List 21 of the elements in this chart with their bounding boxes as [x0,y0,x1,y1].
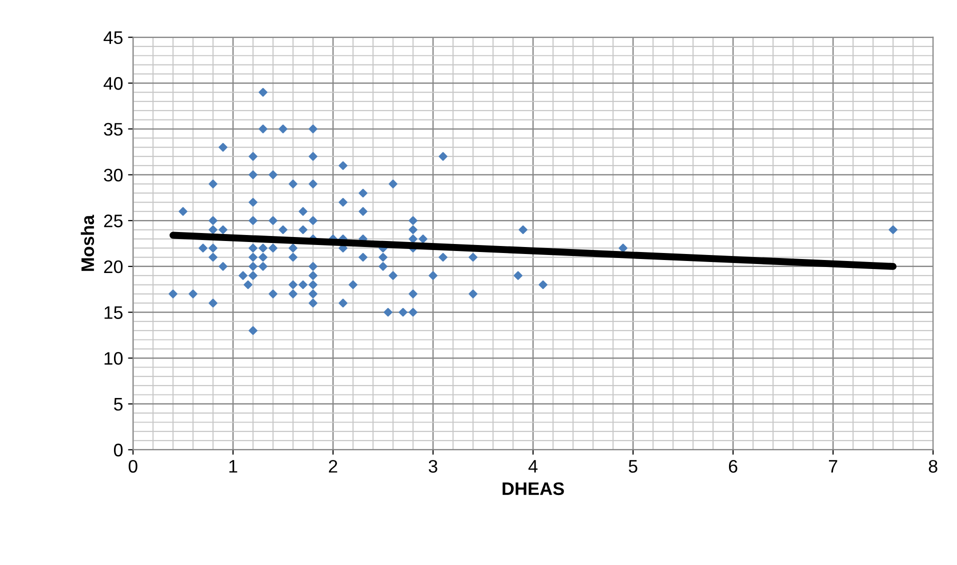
y-tick-label: 20 [104,260,123,274]
x-tick-label: 2 [328,460,338,473]
x-tick-label: 5 [628,460,638,473]
y-tick-label: 40 [104,77,123,90]
y-tick-label: 15 [104,306,123,319]
x-tick-label: 8 [928,460,938,473]
y-tick-label: 10 [104,352,123,365]
y-tick-label: 30 [104,168,123,182]
x-tick-label: 1 [229,460,238,473]
x-tick-label: 6 [728,460,738,473]
y-tick-label: 35 [104,122,123,136]
x-tick-label: 0 [128,460,138,473]
x-tick-label: 7 [828,460,838,473]
y-tick-label: 0 [114,444,123,456]
x-tick-label: 4 [528,460,538,473]
x-axis-title: DHEAS [502,482,564,496]
y-tick-label: 45 [104,31,123,44]
y-axis-title: Mosha [80,214,94,271]
y-tick-label: 25 [104,214,123,228]
y-tick-label: 5 [114,398,123,411]
x-tick-label: 3 [428,460,438,473]
